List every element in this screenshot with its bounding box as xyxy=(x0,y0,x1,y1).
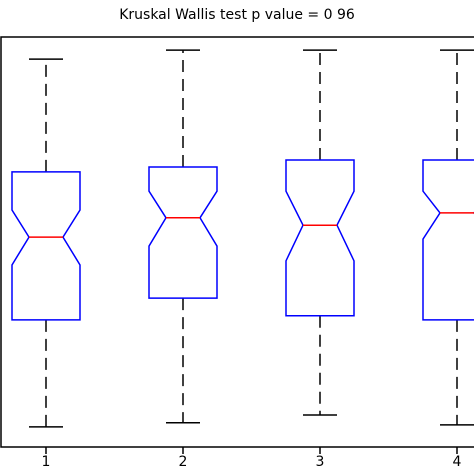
notched-box xyxy=(11,171,81,321)
x-tick-label: 4 xyxy=(453,454,462,470)
notched-box xyxy=(422,159,474,321)
plot-frame xyxy=(0,36,474,448)
notched-box xyxy=(148,166,218,299)
chart-title: Kruskal Wallis test p value = 0 96 xyxy=(119,7,355,23)
notched-box xyxy=(285,159,355,317)
x-tick-label: 1 xyxy=(42,454,51,470)
x-tick-label: 2 xyxy=(179,454,188,470)
x-tick-label: 3 xyxy=(316,454,325,470)
